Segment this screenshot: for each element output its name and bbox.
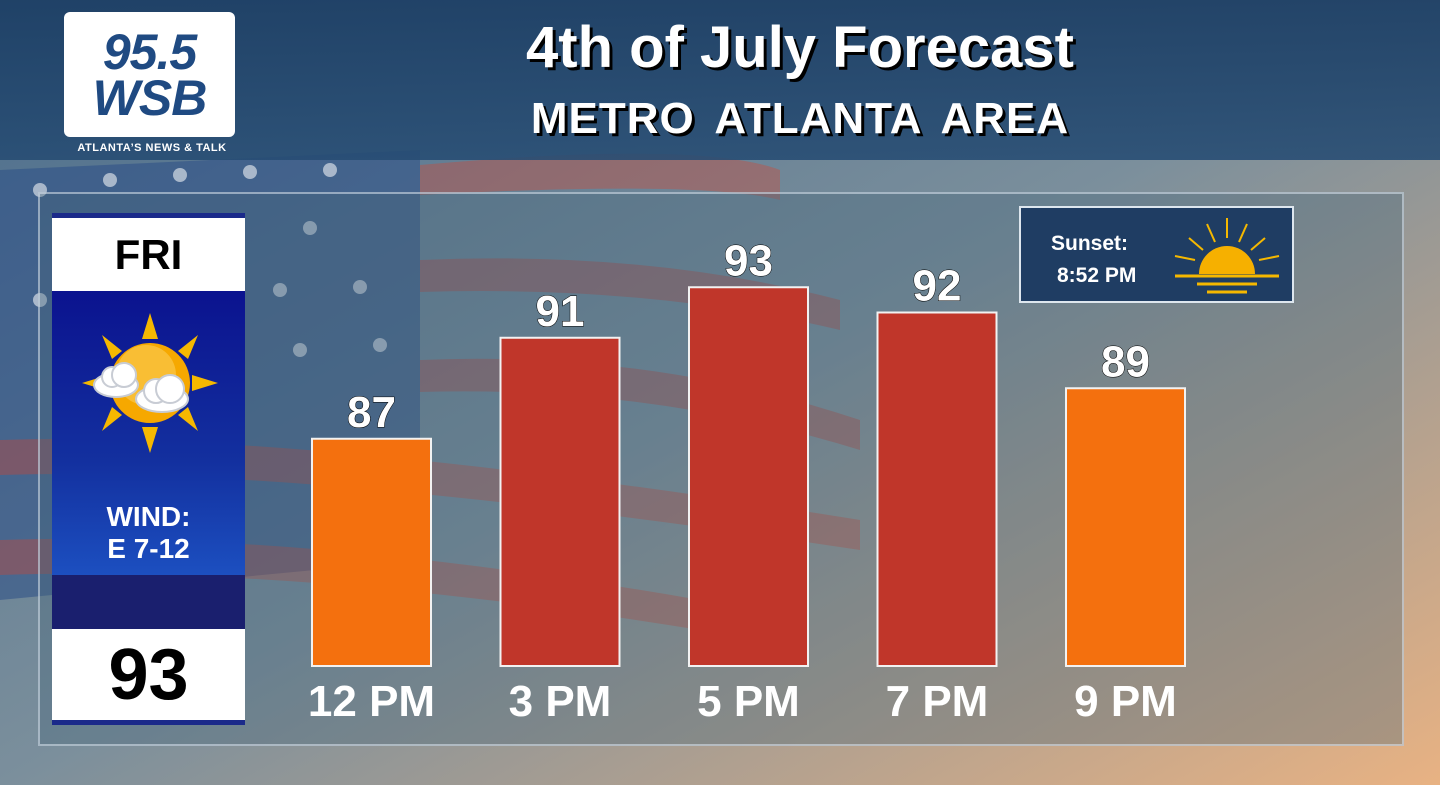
sunset-box: Sunset: 8:52 PM [1019,206,1294,303]
x-tick-label-4: 9 PM [1074,677,1177,726]
station-logo: 95.5 WSB [64,12,235,137]
data-label-1: 91 [536,287,585,336]
data-label-3: 92 [913,262,962,311]
sunset-time: 8:52 PM [1057,264,1137,287]
wind-value: E 7-12 [107,533,190,564]
sunset-icon [1171,214,1283,301]
data-label-2: 93 [724,236,773,285]
x-tick-label-1: 3 PM [509,677,612,726]
day-card: FRI WI [52,213,245,725]
bar-3 [876,311,998,667]
header-banner [0,0,1440,160]
wind-info: WIND: E 7-12 [52,501,245,565]
x-tick-label-3: 7 PM [886,677,989,726]
day-card-divider [52,575,245,629]
page-subtitle: METRO ATLANTA AREA [530,94,1070,143]
data-label-4: 89 [1101,337,1150,386]
bar-1 [499,336,621,667]
x-tick-label-2: 5 PM [697,677,800,726]
logo-callsign: WSB [92,69,208,126]
sunset-label: Sunset: [1051,232,1129,255]
x-tick-label-0: 12 PM [308,677,435,726]
logo-frequency: 95.5 [102,23,197,80]
page-title: 4th of July Forecast [526,15,1074,80]
bar-4 [1065,387,1186,667]
high-temperature: 93 [52,629,245,725]
data-label-0: 87 [347,388,396,437]
partly-sunny-icon [82,313,218,458]
wind-label: WIND: [106,501,191,532]
station-tagline: ATLANTA’S NEWS & TALK [77,142,227,154]
day-label: FRI [52,213,245,291]
bar-0 [311,437,432,667]
bar-2 [688,286,809,667]
